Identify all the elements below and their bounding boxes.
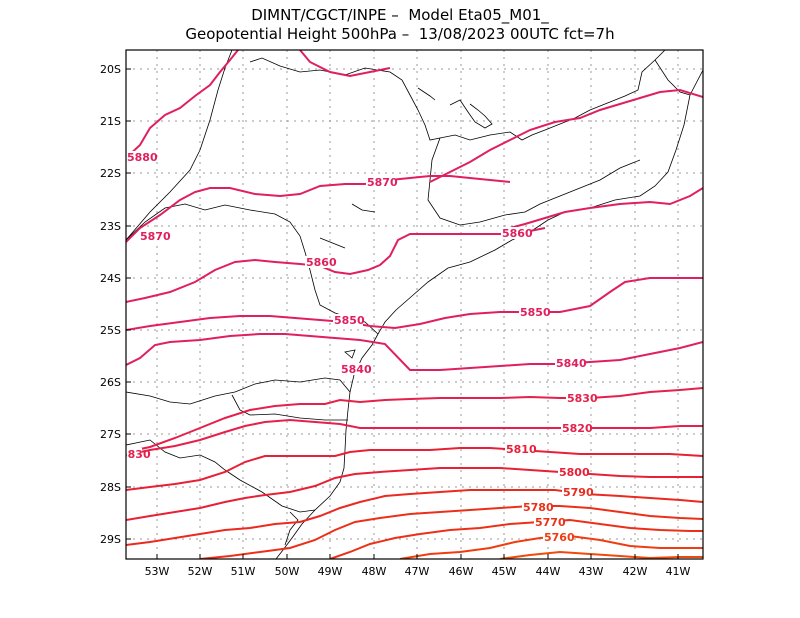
contour-label: 5830 <box>567 392 598 405</box>
lon-label: 46W <box>449 565 474 578</box>
lon-axis-labels: 53W 52W 51W 50W 49W 48W 47W 46W 45W 44W … <box>145 565 691 578</box>
contour-5880-b <box>299 50 391 78</box>
lat-label: 23S <box>100 220 121 233</box>
map-title-line1: DIMNT/CGCT/INPE – Model Eta05_M01_ <box>251 6 549 24</box>
contour-label: 5800 <box>559 466 590 479</box>
contour-label: 5880 <box>127 151 158 164</box>
map-frame <box>125 49 704 560</box>
lagoon <box>284 511 299 546</box>
lat-label: 27S <box>100 428 121 441</box>
state-border-sp-pr <box>126 203 379 335</box>
contour-labels: 5880 5870 5870 5860 5860 5850 5850 5840 … <box>120 151 598 544</box>
contour-5820 <box>126 418 703 456</box>
contour-5830 <box>126 387 703 453</box>
contour-5810 <box>126 447 703 491</box>
lon-label: 53W <box>145 565 170 578</box>
lon-label: 41W <box>666 565 691 578</box>
lat-label: 22S <box>100 167 121 180</box>
lat-label: 25S <box>100 324 121 337</box>
lat-label: 24S <box>100 272 121 285</box>
lat-label: 28S <box>100 481 121 494</box>
lat-label: 26S <box>100 376 121 389</box>
lon-label: 47W <box>405 565 430 578</box>
contour-5860 <box>126 227 546 303</box>
graticule <box>126 50 703 559</box>
contour-label: 5850 <box>520 306 551 319</box>
contour-label: 5810 <box>506 443 537 456</box>
contour-5870-b <box>509 187 703 229</box>
lat-label: 20S <box>100 63 121 76</box>
contour-label: 5780 <box>523 501 554 514</box>
contour-label: 5840 <box>556 357 587 370</box>
state-border-sc-rs <box>126 439 316 513</box>
lon-label: 50W <box>275 565 300 578</box>
lon-label: 51W <box>231 565 256 578</box>
contour-label: 5860 <box>502 227 533 240</box>
contour-5790 <box>126 489 703 546</box>
lon-label: 48W <box>362 565 387 578</box>
contour-label: 5870 <box>367 176 398 189</box>
tick-marks <box>126 68 679 559</box>
state-border-rj <box>427 137 641 226</box>
state-border-mg-sp <box>126 50 233 241</box>
lat-label: 21S <box>100 115 121 128</box>
height-contours <box>126 50 703 559</box>
contour-5850-a <box>126 277 703 331</box>
state-border-pr-sc <box>126 377 351 405</box>
contour-5870-a <box>126 175 511 243</box>
contour-label: 5770 <box>535 516 566 529</box>
contour-label: 5820 <box>562 422 593 435</box>
contour-5750 <box>499 550 703 559</box>
contour-5770 <box>329 518 703 559</box>
contour-5840 <box>126 333 703 371</box>
lon-label: 45W <box>492 565 517 578</box>
lon-label: 42W <box>623 565 648 578</box>
state-border-int <box>231 394 348 421</box>
map-title-line2: Geopotential Height 500hPa – 13/08/2023 … <box>185 25 615 43</box>
lon-label: 49W <box>318 565 343 578</box>
contour-label: 5850 <box>334 314 365 327</box>
lake-1 <box>449 99 493 129</box>
state-border-es <box>654 59 691 96</box>
coastline-borders <box>126 50 703 559</box>
lake-2 <box>417 87 436 101</box>
lon-label: 43W <box>579 565 604 578</box>
contour-label: 5830 <box>120 448 151 461</box>
coastline <box>275 69 703 559</box>
contour-label: 5760 <box>544 531 575 544</box>
contour-5880-a <box>126 50 239 159</box>
contour-label: 5860 <box>306 256 337 269</box>
lon-label: 44W <box>536 565 561 578</box>
contour-5800 <box>126 467 703 521</box>
contour-5880-c <box>429 88 703 183</box>
lat-label: 29S <box>100 533 121 546</box>
contour-label: 5840 <box>341 363 372 376</box>
contour-5780 <box>199 505 703 559</box>
lat-axis-labels: 20S 21S 22S 23S 24S 25S 26S 27S 28S 29S <box>100 63 121 546</box>
lake-3 <box>319 237 346 249</box>
island <box>344 349 356 359</box>
contour-label: 5790 <box>563 486 594 499</box>
lon-label: 52W <box>188 565 213 578</box>
contour-label: 5870 <box>140 230 171 243</box>
lake-4 <box>351 203 376 213</box>
